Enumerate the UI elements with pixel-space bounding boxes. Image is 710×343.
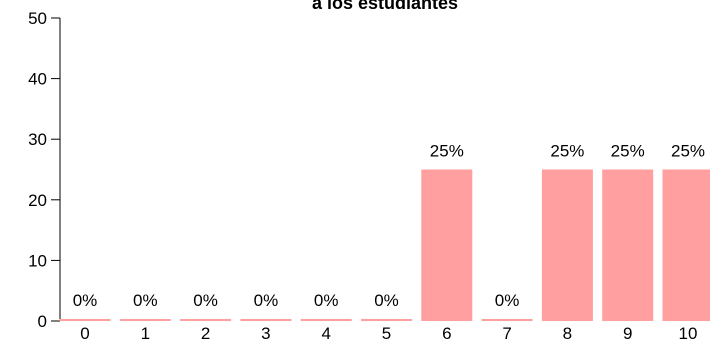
x-tick-label: 8 [563, 324, 572, 343]
x-tick-label: 2 [201, 324, 210, 343]
y-tick-label: 40 [28, 70, 47, 89]
bar-data-label: 0% [133, 291, 158, 310]
bar [662, 169, 710, 321]
bar [240, 319, 292, 321]
bar-data-label: 25% [611, 142, 645, 161]
y-tick-label: 20 [28, 191, 47, 210]
y-tick-label: 30 [28, 130, 47, 149]
bar-data-label: 0% [73, 291, 98, 310]
x-tick-label: 6 [442, 324, 451, 343]
bar [481, 319, 533, 321]
bar-data-label: 25% [671, 142, 705, 161]
x-tick-label: 4 [321, 324, 330, 343]
bar [300, 319, 352, 321]
bar-data-label: 0% [374, 291, 399, 310]
y-tick-label: 50 [28, 9, 47, 28]
x-tick-label: 5 [382, 324, 391, 343]
bar-data-label: 25% [550, 142, 584, 161]
bar [119, 319, 171, 321]
bar [361, 319, 412, 321]
x-tick-label: 10 [679, 324, 698, 343]
x-tick-label: 7 [502, 324, 511, 343]
bar-data-label: 0% [495, 291, 520, 310]
bars [59, 169, 710, 321]
y-tick-label: 10 [28, 251, 47, 270]
chart-title: a los estudiantes [312, 0, 458, 13]
x-tick-label: 0 [80, 324, 89, 343]
bar [180, 319, 232, 321]
bar-data-label: 25% [430, 142, 464, 161]
x-tick-label: 9 [623, 324, 632, 343]
bar-data-label: 0% [254, 291, 279, 310]
bar [421, 169, 473, 321]
x-tick-label: 1 [141, 324, 150, 343]
y-tick-label: 0 [38, 312, 47, 331]
data-labels: 0% 0% 0% 0% 0% 0% 25% 0% 25% 25% 25% [73, 142, 705, 311]
bar [602, 169, 654, 321]
y-axis: 0 10 20 30 40 50 [28, 9, 60, 331]
bar-data-label: 0% [193, 291, 218, 310]
bar [59, 319, 111, 321]
x-axis: 0 1 2 3 4 5 6 7 8 9 10 [80, 324, 697, 343]
bar [541, 169, 593, 321]
x-tick-label: 3 [261, 324, 270, 343]
bar-data-label: 0% [314, 291, 339, 310]
